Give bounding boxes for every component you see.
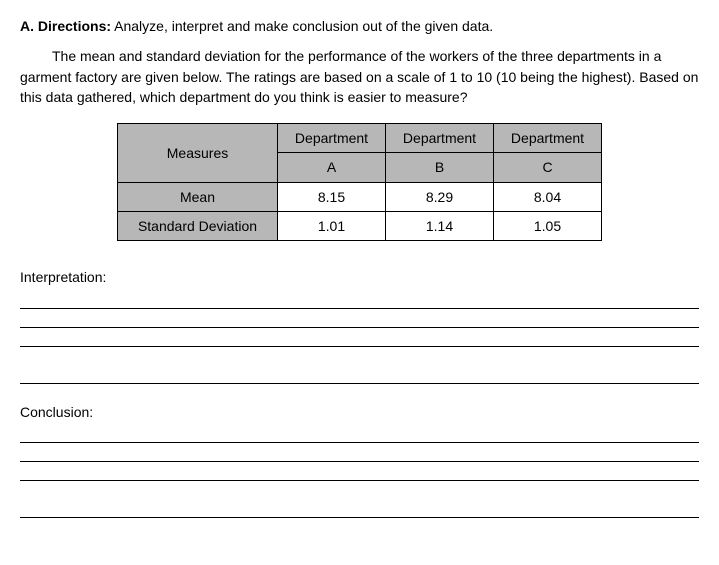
header-dept-a-line2: A xyxy=(278,153,386,182)
conclusion-lines xyxy=(20,424,699,518)
answer-line xyxy=(20,499,699,518)
header-dept-b-line1: Department xyxy=(386,124,494,153)
header-measures: Measures xyxy=(118,124,278,183)
row-mean-b: 8.29 xyxy=(386,182,494,211)
row-sd-b: 1.14 xyxy=(386,212,494,241)
data-table-wrap: Measures Department Department Departmen… xyxy=(20,123,699,241)
answer-line xyxy=(20,462,699,481)
row-mean-c: 8.04 xyxy=(494,182,602,211)
interpretation-label: Interpretation: xyxy=(20,267,699,287)
interpretation-lines xyxy=(20,290,699,384)
problem-text: The mean and standard deviation for the … xyxy=(20,46,699,107)
directions-label: A. Directions: xyxy=(20,18,111,34)
header-dept-a-line1: Department xyxy=(278,124,386,153)
row-mean-label: Mean xyxy=(118,182,278,211)
data-table: Measures Department Department Departmen… xyxy=(117,123,602,241)
table-header-row: Measures Department Department Departmen… xyxy=(118,124,602,153)
answer-line xyxy=(20,328,699,347)
problem-body: The mean and standard deviation for the … xyxy=(20,48,698,105)
table-row-sd: Standard Deviation 1.01 1.14 1.05 xyxy=(118,212,602,241)
answer-line xyxy=(20,290,699,309)
row-sd-label: Standard Deviation xyxy=(118,212,278,241)
table-row-mean: Mean 8.15 8.29 8.04 xyxy=(118,182,602,211)
header-dept-b-line2: B xyxy=(386,153,494,182)
directions-text: Analyze, interpret and make conclusion o… xyxy=(111,18,493,34)
answer-line xyxy=(20,424,699,443)
conclusion-label: Conclusion: xyxy=(20,402,699,422)
directions-line: A. Directions: Analyze, interpret and ma… xyxy=(20,16,699,36)
answer-line xyxy=(20,365,699,384)
answer-line xyxy=(20,309,699,328)
header-dept-c-line2: C xyxy=(494,153,602,182)
answer-line xyxy=(20,443,699,462)
row-sd-c: 1.05 xyxy=(494,212,602,241)
header-dept-c-line1: Department xyxy=(494,124,602,153)
row-sd-a: 1.01 xyxy=(278,212,386,241)
row-mean-a: 8.15 xyxy=(278,182,386,211)
